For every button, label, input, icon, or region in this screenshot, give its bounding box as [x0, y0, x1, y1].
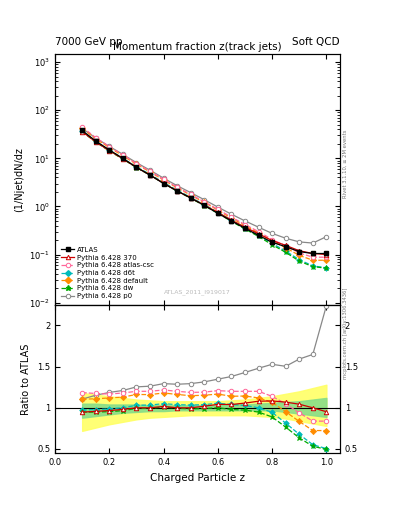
Text: Soft QCD: Soft QCD — [292, 37, 340, 48]
Y-axis label: Ratio to ATLAS: Ratio to ATLAS — [22, 343, 31, 415]
Title: Momentum fraction z(track jets): Momentum fraction z(track jets) — [113, 41, 282, 52]
Text: mcplots.cern.ch [arXiv:1306.3436]: mcplots.cern.ch [arXiv:1306.3436] — [343, 287, 348, 378]
Legend: ATLAS, Pythia 6.428 370, Pythia 6.428 atlas-csc, Pythia 6.428 d6t, Pythia 6.428 : ATLAS, Pythia 6.428 370, Pythia 6.428 at… — [59, 245, 156, 302]
X-axis label: Charged Particle z: Charged Particle z — [150, 473, 245, 482]
Y-axis label: (1/Njet)dN/dz: (1/Njet)dN/dz — [14, 147, 24, 211]
Text: Rivet 3.1.10, ≥ 2M events: Rivet 3.1.10, ≥ 2M events — [343, 130, 348, 198]
Text: 7000 GeV pp: 7000 GeV pp — [55, 37, 123, 48]
Text: ATLAS_2011_I919017: ATLAS_2011_I919017 — [164, 289, 231, 295]
